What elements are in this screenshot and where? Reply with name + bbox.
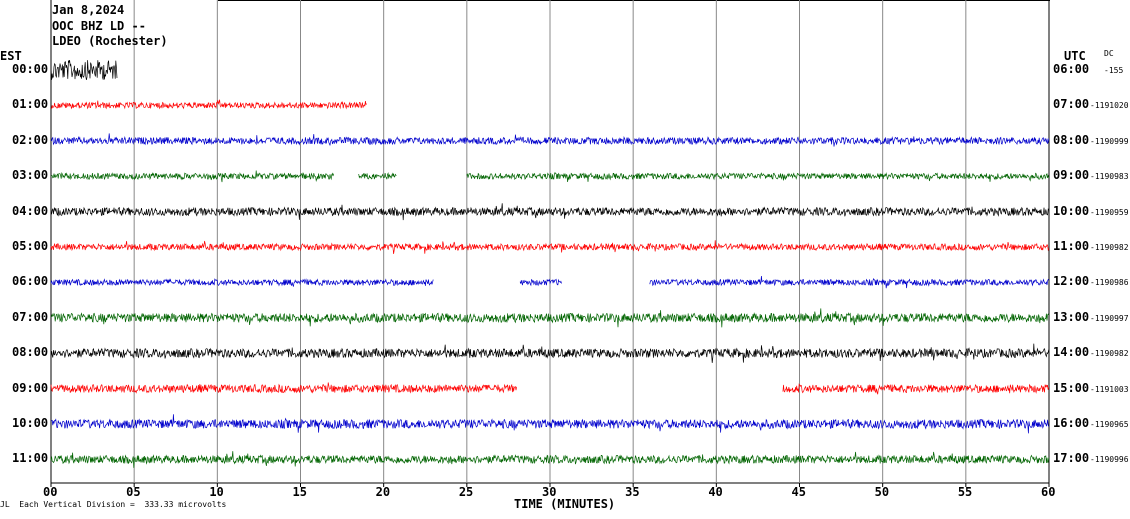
dc-column-label: DC	[1104, 49, 1114, 58]
trace-0500	[50, 240, 1050, 254]
scale-footer: JL Each Vertical Division = 333.33 micro…	[0, 500, 226, 509]
row-dc-offset: -1190965	[1090, 420, 1129, 429]
seismic-traces	[50, 60, 1050, 468]
x-tick-label: 10	[209, 485, 224, 499]
trace-0100	[50, 99, 367, 110]
chart-title-date: Jan 8,2024	[52, 3, 125, 17]
row-label-utc: 06:00	[1053, 62, 1090, 76]
row-dc-offset: -1191020	[1090, 101, 1129, 111]
grid-lines	[50, 0, 1050, 484]
row-label-utc: 13:00	[1053, 309, 1090, 324]
trace-0900	[782, 383, 1050, 395]
trace-1000	[50, 414, 1050, 434]
x-ticks	[50, 483, 1050, 487]
row-label-utc: 15:00	[1053, 380, 1090, 395]
row-label-est: 05:00	[12, 239, 49, 253]
trace-0000	[50, 60, 118, 80]
x-tick-label: 05	[126, 485, 141, 499]
row-dc-offset: -1190982	[1090, 349, 1129, 359]
x-tick-label: 20	[375, 485, 391, 499]
trace-0900	[50, 382, 517, 394]
trace-0300	[466, 171, 1050, 183]
trace-0300	[50, 170, 334, 183]
x-tick-label: 45	[791, 485, 806, 499]
row-label-est: 03:00	[12, 168, 49, 183]
row-dc-offset: -155	[1104, 66, 1124, 75]
trace-0400	[50, 203, 1050, 221]
x-tick-label: 30	[542, 485, 557, 499]
row-label-utc: 09:00	[1053, 168, 1090, 183]
scale-footer-text: Each Vertical Division = 333.33 microvol…	[19, 500, 227, 509]
station-code: OOC BHZ LD --	[52, 19, 146, 33]
row-label-est: 10:00	[12, 416, 49, 430]
row-label-est: 08:00	[12, 345, 49, 360]
tz-left-label: EST	[0, 49, 22, 63]
row-dc-offset: -1190959	[1090, 207, 1129, 217]
x-tick-label: 60	[1041, 485, 1056, 499]
trace-0200	[51, 133, 1050, 147]
row-label-utc: 08:00	[1053, 132, 1090, 147]
x-tick-label: 35	[625, 485, 640, 499]
trace-1100	[50, 451, 1050, 468]
x-tick-label: 55	[957, 485, 973, 499]
tz-right-label: UTC	[1064, 49, 1086, 63]
trace-0700	[50, 308, 1050, 328]
row-label-utc: 11:00	[1053, 239, 1090, 253]
row-label-est: 07:00	[12, 309, 49, 324]
trace-0600	[50, 278, 434, 287]
trace-0800	[50, 343, 1050, 363]
row-dc-offset: -1190986	[1090, 278, 1129, 288]
row-dc-offset: -1190982	[1090, 243, 1129, 252]
trace-0300	[358, 172, 397, 180]
row-label-utc: 16:00	[1053, 416, 1090, 430]
x-tick-label: 40	[708, 485, 723, 499]
row-dc-offset: -1190997	[1090, 313, 1129, 323]
x-tick-label: 15	[292, 485, 307, 499]
row-label-utc: 12:00	[1053, 274, 1090, 289]
row-dc-offset: -1190999	[1090, 136, 1129, 146]
row-label-est: 02:00	[12, 132, 49, 147]
row-label-utc: 17:00	[1053, 451, 1090, 466]
row-dc-offset: -1190996	[1090, 455, 1129, 465]
x-tick-label: 25	[458, 485, 474, 499]
x-axis-label: TIME (MINUTES)	[514, 497, 616, 511]
scale-footer-marker: JL	[0, 500, 20, 509]
row-label-est: 11:00	[12, 451, 49, 466]
row-label-est: 00:00	[12, 62, 49, 76]
row-label-utc: 10:00	[1053, 203, 1090, 218]
row-label-est: 06:00	[12, 274, 49, 289]
row-dc-offset: -1191003	[1090, 384, 1129, 394]
row-label-utc: 14:00	[1053, 345, 1090, 360]
row-label-est: 04:00	[12, 203, 49, 218]
station-location: LDEO (Rochester)	[52, 34, 168, 48]
row-dc-offset: -1190983	[1090, 172, 1129, 182]
row-label-est: 01:00	[12, 97, 49, 112]
trace-0600	[519, 278, 562, 287]
x-tick-label: 00	[43, 485, 58, 499]
trace-0600	[649, 275, 1050, 289]
x-tick-label: 50	[874, 485, 890, 499]
row-label-utc: 07:00	[1053, 97, 1090, 112]
row-label-est: 09:00	[12, 380, 49, 395]
